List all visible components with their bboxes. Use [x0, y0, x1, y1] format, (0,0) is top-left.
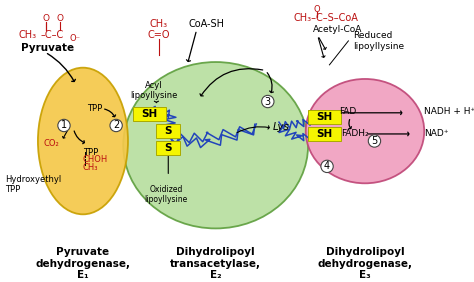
- Text: 5: 5: [371, 136, 378, 146]
- Text: Acyl
lipoyllysine: Acyl lipoyllysine: [130, 81, 178, 100]
- Text: Hydroxyethyl
TPP: Hydroxyethyl TPP: [5, 175, 61, 194]
- Text: CH₃–C–S–CoA: CH₃–C–S–CoA: [294, 13, 359, 23]
- Text: TPP: TPP: [83, 148, 98, 157]
- FancyBboxPatch shape: [308, 127, 341, 141]
- Text: CH₃: CH₃: [19, 30, 37, 40]
- Ellipse shape: [123, 62, 308, 228]
- Text: S: S: [164, 143, 172, 153]
- Text: 1: 1: [61, 120, 67, 131]
- Text: 2: 2: [113, 120, 119, 131]
- Text: CH₃: CH₃: [150, 19, 168, 29]
- Text: O⁻: O⁻: [70, 34, 81, 43]
- Text: CHOH: CHOH: [83, 155, 108, 164]
- Text: S: S: [164, 126, 172, 136]
- Text: –C–C: –C–C: [40, 30, 64, 40]
- Ellipse shape: [306, 79, 424, 183]
- FancyBboxPatch shape: [133, 107, 166, 121]
- Text: O: O: [43, 14, 49, 23]
- Text: SH: SH: [317, 112, 333, 122]
- Text: Dihydrolipoyl
dehydrogenase,
E₃: Dihydrolipoyl dehydrogenase, E₃: [318, 247, 412, 280]
- Text: SH: SH: [317, 129, 333, 139]
- Text: CoA-SH: CoA-SH: [188, 19, 224, 29]
- Text: Dihydrolipoyl
transacetylase,
E₂: Dihydrolipoyl transacetylase, E₂: [170, 247, 261, 280]
- Text: SH: SH: [141, 109, 157, 119]
- FancyBboxPatch shape: [156, 141, 180, 155]
- Text: O: O: [57, 14, 64, 23]
- FancyBboxPatch shape: [156, 124, 180, 138]
- Text: CH₃: CH₃: [83, 163, 99, 172]
- Text: O: O: [314, 5, 320, 14]
- Text: C=O: C=O: [147, 30, 170, 40]
- Text: CO₂: CO₂: [44, 139, 59, 148]
- Ellipse shape: [38, 68, 128, 214]
- Text: TPP: TPP: [87, 104, 102, 113]
- Text: Reduced
lipoyllysine: Reduced lipoyllysine: [353, 31, 404, 50]
- Text: NADH + H⁺: NADH + H⁺: [424, 107, 474, 116]
- Text: Acetyl-CoA: Acetyl-CoA: [313, 25, 362, 34]
- Text: 3: 3: [265, 96, 271, 107]
- Text: Oxidized
lipoyllysine: Oxidized lipoyllysine: [144, 185, 188, 204]
- Text: NAD⁺: NAD⁺: [424, 129, 449, 138]
- Text: Pyruvate
dehydrogenase,
E₁: Pyruvate dehydrogenase, E₁: [36, 247, 130, 280]
- Text: Pyruvate: Pyruvate: [21, 43, 74, 53]
- Text: Lys: Lys: [273, 122, 290, 133]
- Text: FADH₂: FADH₂: [341, 129, 369, 138]
- Text: FAD: FAD: [339, 107, 356, 116]
- Text: 4: 4: [324, 161, 330, 171]
- FancyBboxPatch shape: [308, 110, 341, 124]
